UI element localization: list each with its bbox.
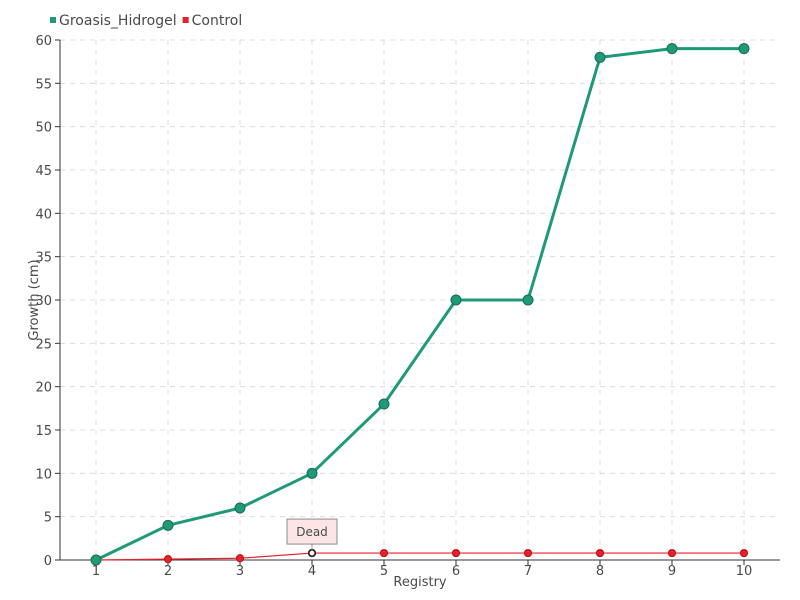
x-tick-label: 8: [596, 564, 604, 579]
y-tick-label: 20: [35, 381, 52, 396]
x-tick-label: 6: [452, 564, 460, 579]
data-point-control: [451, 548, 461, 558]
data-point-control: [163, 555, 173, 564]
legend-swatch: [50, 17, 56, 23]
grid: [60, 39, 780, 560]
y-tick-label: 10: [35, 467, 52, 482]
x-tick-label: 9: [668, 564, 676, 579]
x-tick-label: 3: [236, 564, 244, 579]
annotation-text: Dead: [296, 525, 328, 539]
annotation-layer: Dead: [286, 518, 338, 558]
y-axis-ticks: 0 5 10 15 20 25 30 35 40 45 50 55 60: [35, 34, 60, 569]
series-layer: [90, 43, 750, 566]
series-line-groasis-hidrogel: [95, 47, 744, 562]
y-tick-label: 50: [35, 121, 52, 136]
data-point-control: [739, 548, 749, 558]
data-point-groasis-hidrogel: [306, 467, 318, 479]
y-axis-label: Growth (cm): [27, 259, 42, 340]
y-tick-label: 55: [35, 77, 52, 92]
data-point-control: [523, 548, 533, 558]
data-point-groasis-hidrogel: [90, 554, 102, 566]
y-tick-label: 0: [44, 554, 52, 569]
data-point-groasis-hidrogel: [738, 43, 750, 55]
series-line-control: [95, 552, 744, 561]
data-point-groasis-hidrogel: [522, 294, 534, 306]
legend-label: Groasis_Hidrogel: [59, 13, 177, 29]
data-point-groasis-hidrogel: [378, 398, 390, 410]
y-tick-label: 45: [35, 164, 52, 179]
legend-label: Control: [192, 13, 243, 29]
y-tick-label: 35: [35, 251, 52, 266]
data-point-control: [379, 548, 389, 558]
data-point-groasis-hidrogel: [234, 502, 246, 514]
y-tick-label: 30: [35, 294, 52, 309]
x-tick-label: 4: [308, 564, 316, 579]
annotation-box: [286, 518, 338, 545]
x-tick-label: 2: [164, 564, 172, 579]
x-tick-label: 5: [380, 564, 388, 579]
x-axis-ticks: 1 2 3 4 5 6 7 8 9 10: [92, 560, 752, 579]
data-point-groasis-hidrogel: [162, 519, 174, 531]
legend-swatch: [182, 17, 189, 23]
data-point-groasis-hidrogel: [666, 43, 678, 55]
annotation-marker: [307, 549, 316, 558]
y-tick-label: 40: [35, 207, 52, 222]
x-axis-label: Registry: [393, 575, 447, 590]
data-point-control: [235, 554, 245, 563]
legend: Groasis_Hidrogel Control: [50, 13, 242, 29]
y-tick-label: 15: [35, 424, 52, 439]
data-point-control: [667, 548, 677, 558]
y-tick-label: 25: [35, 337, 52, 352]
x-tick-label: 7: [524, 564, 532, 579]
data-point-control: [595, 548, 605, 558]
y-tick-label: 60: [35, 34, 52, 49]
x-tick-label: 1: [92, 564, 100, 579]
data-point-groasis-hidrogel: [450, 294, 462, 306]
data-point-groasis-hidrogel: [594, 51, 606, 63]
y-tick-label: 5: [44, 511, 52, 526]
x-tick-label: 10: [736, 564, 753, 579]
